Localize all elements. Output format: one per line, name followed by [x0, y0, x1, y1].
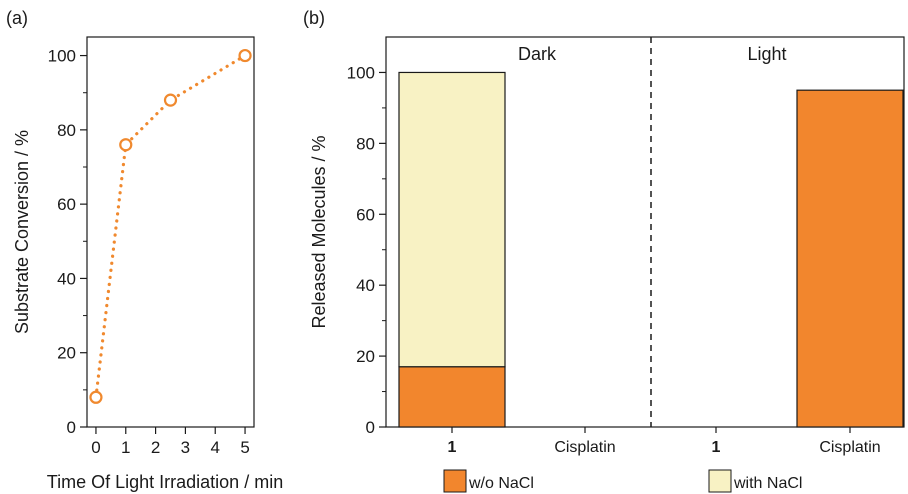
panel-a-label: (a) [6, 8, 28, 28]
bar-segment-without-nacl [398, 366, 506, 428]
panel-a-y-tick-label: 80 [57, 121, 76, 140]
panel-a-y-axis-label: Substrate Conversion / % [12, 130, 32, 334]
panel-b-category-label: Cisplatin [554, 439, 615, 456]
panel-a-y-tick-label: 0 [67, 418, 76, 437]
panel-a-y-tick-label: 20 [57, 344, 76, 363]
panel-a-x-axis: 0 1 2 3 4 5 [91, 427, 250, 457]
panel-a-data-point [89, 390, 103, 404]
panel-b-category-label: 1 [712, 439, 721, 456]
panel-a-x-tick-label: 5 [240, 438, 249, 457]
panel-a-x-axis-label: Time Of Light Irradiation / min [47, 472, 283, 492]
panel-a-y-axis: 0 20 40 60 80 100 [48, 47, 87, 437]
panel-b-y-tick-label: 0 [366, 418, 375, 437]
panel-a-series-line [94, 53, 247, 399]
region-label-light: Light [747, 44, 786, 64]
panel-b-y-tick-label: 60 [356, 205, 375, 224]
panel-a-x-tick-label: 4 [210, 438, 219, 457]
region-label-dark: Dark [518, 44, 557, 64]
panel-a-chart: 0 20 40 60 80 100 0 1 2 3 4 5 Substrate Conversion… [12, 36, 283, 492]
panel-b-x-axis: 1 Cisplatin 1 Cisplatin [448, 427, 881, 456]
legend-label-with-nacl: with NaCl [733, 475, 802, 492]
panel-b-category-label: 1 [448, 439, 457, 456]
bar-segment-without-nacl [796, 89, 904, 428]
panel-a-data-point [163, 93, 178, 107]
panel-b-bars [398, 71, 904, 428]
legend-label-without-nacl: w/o NaCl [468, 475, 534, 492]
panel-a-x-tick-label: 1 [121, 438, 130, 457]
panel-a-points [89, 48, 252, 404]
panel-b-chart: Dark Light 0 20 40 60 80 100 1 Cisplatin 1 Cispl… [309, 36, 905, 493]
panel-a-x-tick-label: 0 [91, 438, 100, 457]
panel-a-data-point [238, 48, 252, 63]
legend-swatch-with-nacl [708, 469, 732, 493]
panel-b-label: (b) [303, 8, 325, 28]
legend: w/o NaCl with NaCl [443, 469, 802, 493]
panel-b-y-tick-label: 40 [356, 276, 375, 295]
panel-a-plot-frame [86, 36, 255, 428]
panel-a-y-tick-label: 60 [57, 195, 76, 214]
panel-b-y-tick-label: 80 [356, 134, 375, 153]
panel-b-y-axis-label: Released Molecules / % [309, 135, 329, 328]
bar-segment-with-nacl [398, 71, 506, 368]
panel-a-x-tick-label: 2 [151, 438, 160, 457]
panel-a-y-tick-label: 40 [57, 269, 76, 288]
panel-b-y-tick-label: 20 [356, 347, 375, 366]
panel-a-y-tick-label: 100 [48, 47, 76, 66]
panel-b-y-tick-label: 100 [347, 63, 375, 82]
legend-swatch-without-nacl [443, 469, 467, 493]
panel-a-data-point [119, 138, 133, 152]
panel-b-y-axis: 0 20 40 60 80 100 [347, 63, 386, 437]
panel-b-category-label: Cisplatin [819, 439, 880, 456]
panel-a-x-tick-label: 3 [181, 438, 190, 457]
panel-b-plot-frame [385, 36, 905, 428]
